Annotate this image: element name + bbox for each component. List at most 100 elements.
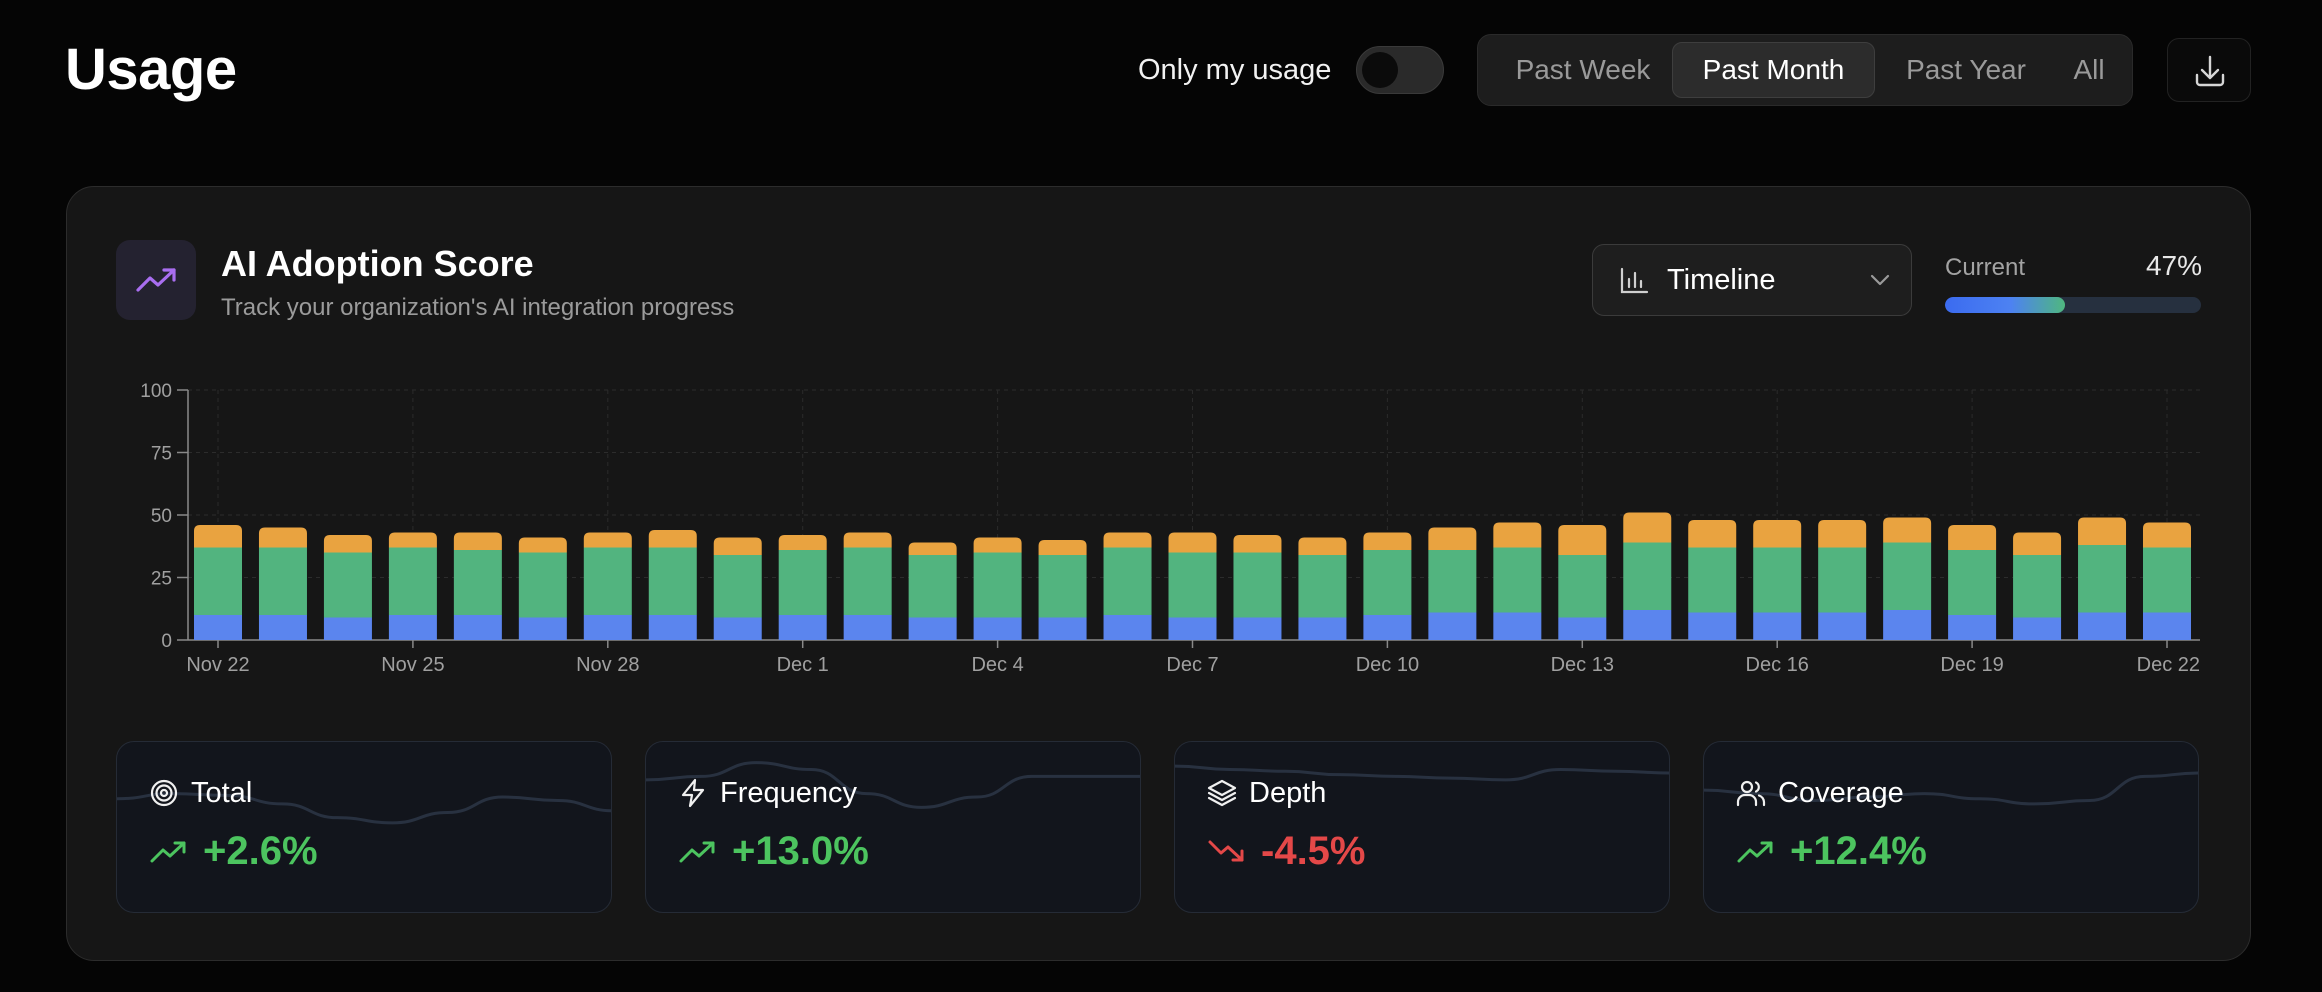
bar-segment [1883, 517, 1932, 543]
bar-segment [1558, 555, 1607, 618]
bar-segment [1363, 615, 1412, 640]
current-score-bar [1945, 297, 2201, 313]
only-my-usage-label: Only my usage [1138, 54, 1332, 86]
trend-down-icon [1208, 840, 1244, 862]
trend-up-icon [679, 841, 715, 863]
bar-segment [973, 552, 1022, 618]
bar-segment [518, 552, 567, 618]
bar-segment [843, 532, 892, 548]
bar-segment [1883, 610, 1932, 640]
bar-segment [1168, 617, 1217, 640]
card-icon-box [116, 240, 196, 320]
page-title: Usage [65, 37, 237, 102]
toggle-knob [1362, 52, 1398, 88]
x-tick-label: Dec 10 [1356, 654, 1419, 676]
view-select[interactable]: Timeline [1592, 244, 1912, 316]
bar-segment [1428, 550, 1477, 613]
range-past-month[interactable]: Past Month [1672, 42, 1875, 98]
bar-segment [2013, 532, 2062, 555]
bar-chart-icon [1620, 267, 1649, 294]
range-all[interactable]: All [2073, 54, 2105, 85]
bar-segment [1753, 612, 1802, 640]
adoption-score-chart: 0 25 50 75 100 Nov 22 Nov 25 Nov 28 Dec 1 Dec 4 De… [140, 381, 2200, 676]
bar-segment [1688, 547, 1737, 613]
bar-segment [388, 547, 437, 615]
bar-segment [1818, 520, 1867, 548]
bar-segment [1623, 512, 1672, 543]
stat-value: +12.4% [1790, 829, 1927, 873]
chevron-down-icon [1870, 274, 1890, 286]
bar-segment [1233, 617, 1282, 640]
current-score-fill [1945, 297, 2066, 313]
download-button[interactable] [2167, 38, 2251, 102]
x-tick-label: Dec 4 [971, 654, 1023, 676]
bar-segment [1298, 537, 1347, 555]
bar-segment [648, 547, 697, 615]
time-range-selector: Past Week Past Month Past Year All [1477, 34, 2133, 106]
bar-segment [1298, 555, 1347, 618]
bar-segment [2078, 517, 2127, 545]
bar-segment [518, 617, 567, 640]
x-tick-label: Nov 28 [576, 654, 639, 676]
bar-segment [388, 532, 437, 548]
bar-segment [1948, 550, 1997, 615]
bar-segment [323, 617, 372, 640]
bar-segment [1233, 535, 1282, 553]
x-tick-label: Dec 7 [1166, 654, 1218, 676]
stat-card-total[interactable]: Total +2.6% [116, 741, 612, 913]
x-tick-label: Dec 13 [1551, 654, 1614, 676]
bar-segment [908, 542, 957, 555]
stat-name: Frequency [720, 777, 858, 809]
bar-segment [1038, 555, 1087, 618]
sparkline [1175, 764, 1669, 782]
bar-segment [908, 555, 957, 618]
bar-segment [1363, 532, 1412, 550]
layers-icon [1207, 779, 1237, 807]
bar-segment [2078, 545, 2127, 613]
bar-segment [194, 615, 242, 640]
current-score-label: Current [1945, 254, 2026, 281]
bar-segment [1558, 525, 1607, 555]
bar-segment [1623, 542, 1672, 610]
bar-segment [1753, 547, 1802, 613]
stat-card-coverage[interactable]: Coverage +12.4% [1703, 741, 2199, 913]
bar-segment [1103, 615, 1152, 640]
bar-segment [453, 615, 502, 640]
bar-segment [713, 537, 762, 555]
bar-segment [778, 550, 827, 615]
stat-value: +2.6% [203, 829, 318, 873]
bar-segment [323, 535, 372, 553]
y-tick-label: 25 [151, 569, 172, 590]
range-past-year[interactable]: Past Year [1906, 54, 2026, 85]
bar-segment [1948, 525, 1997, 550]
bar-segment [2013, 555, 2062, 618]
bar-segment [2078, 612, 2127, 640]
range-past-week[interactable]: Past Week [1515, 54, 1651, 85]
bar-segment [1038, 617, 1087, 640]
bar-segment [1688, 520, 1737, 548]
bar-segment [1558, 617, 1607, 640]
stat-name: Coverage [1778, 777, 1904, 809]
bar-segment [1103, 547, 1152, 615]
x-tick-label: Nov 22 [186, 654, 249, 676]
bar-segment [1168, 532, 1217, 553]
target-icon [150, 779, 178, 807]
stat-card-depth[interactable]: Depth -4.5% [1174, 741, 1670, 913]
trending-up-icon [136, 268, 176, 292]
bar-segment [1168, 552, 1217, 618]
bar-segment [1363, 550, 1412, 615]
bar-segment [2143, 522, 2191, 548]
bar-segment [258, 547, 307, 615]
bar-segment [453, 550, 502, 615]
bar-segment [2143, 612, 2191, 640]
bar-segment [583, 615, 632, 640]
x-tick-label: Dec 22 [2137, 654, 2200, 676]
bar-segment [973, 617, 1022, 640]
bar-segment [908, 617, 957, 640]
only-my-usage-toggle[interactable] [1356, 46, 1444, 94]
stat-name: Depth [1249, 777, 1327, 809]
bar-segment [1623, 610, 1672, 640]
bar-segment [1428, 612, 1477, 640]
stat-card-frequency[interactable]: Frequency +13.0% [645, 741, 1141, 913]
bar-segment [1038, 540, 1087, 555]
